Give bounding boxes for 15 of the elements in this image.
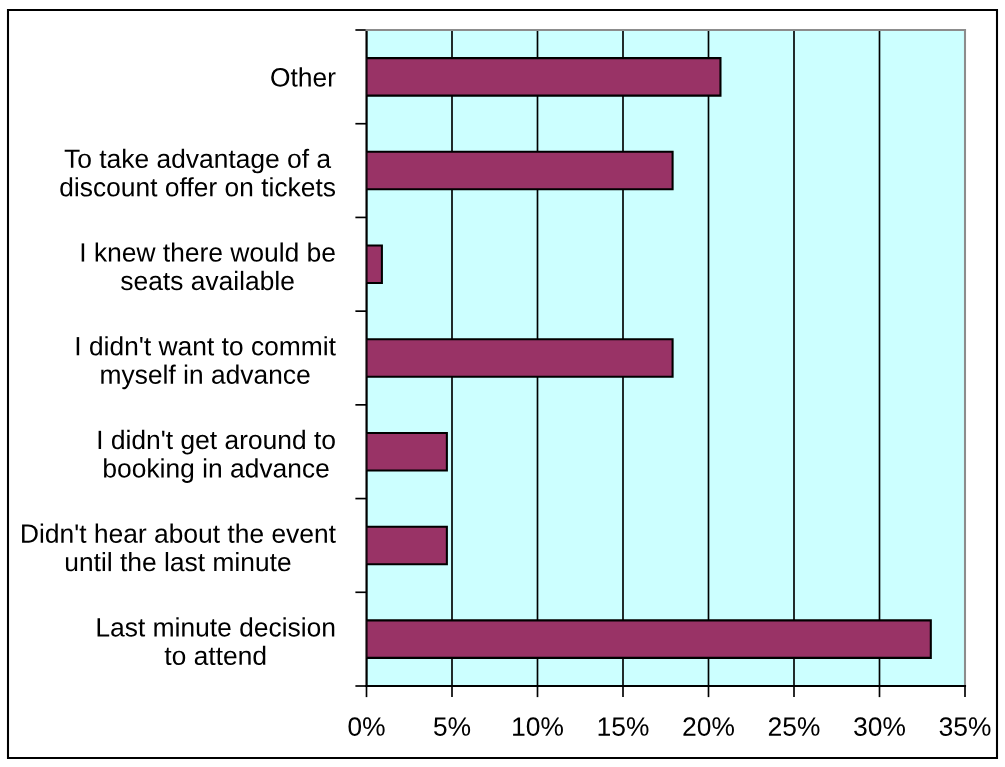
x-tick-label: 30% (854, 717, 905, 736)
x-tick-label: 20% (683, 717, 734, 736)
x-tick-label: 5% (433, 717, 471, 736)
x-tick-label: 0% (348, 717, 385, 736)
y-tick-label: To take advantage of a discount offer on tickets (60, 148, 336, 197)
y-tick-label: I didn't get around to booking in advance (98, 429, 335, 483)
y-tick-label: Didn't hear about the event until the last minute (22, 523, 336, 572)
y-tick-label: I knew there would be seats available (81, 242, 335, 291)
x-tick-label: 15% (598, 717, 649, 736)
y-tick-label: Last minute decision to attend (97, 617, 335, 666)
y-tick-label: Other (271, 67, 336, 87)
x-tick-label: 10% (513, 717, 563, 736)
y-tick-label: I didn't want to commit myself in advance (76, 336, 336, 390)
x-tick-label: 25% (768, 717, 820, 736)
x-tick-label: 35% (939, 717, 991, 736)
